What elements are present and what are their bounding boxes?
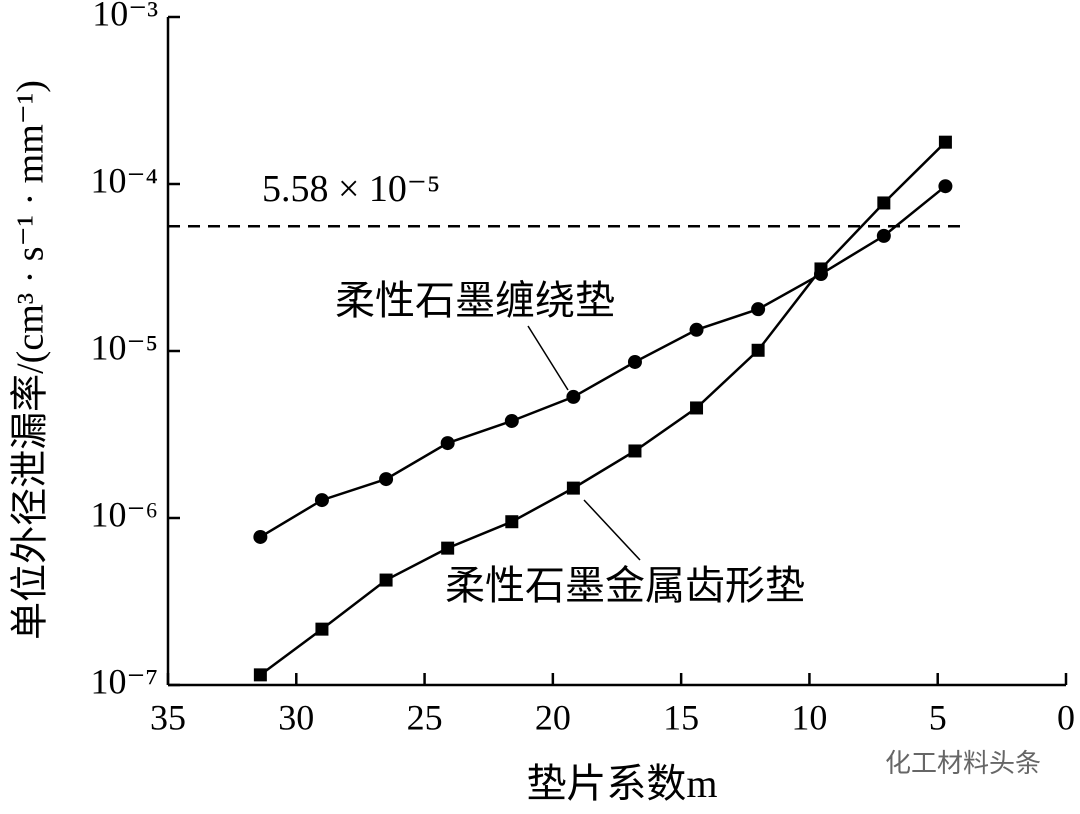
marker [876,228,891,243]
marker [690,401,704,415]
x-tick-label: 0 [1057,697,1075,737]
marker [440,436,455,451]
x-axis-label: 垫片系数m [526,761,717,806]
marker [253,668,267,682]
marker [566,389,581,404]
marker [253,529,268,544]
x-tick-label: 35 [150,697,186,737]
marker [938,179,953,194]
x-tick-label: 5 [929,697,947,737]
series-label: 柔性石墨金属齿形垫 [445,563,805,608]
marker [441,541,455,555]
marker [627,354,642,369]
leader-line [583,499,641,561]
marker [689,322,704,337]
series-line [259,141,947,676]
series-label: 柔性石墨缠绕垫 [335,278,615,323]
y-tick-label: 10⁻⁷ [90,661,158,701]
y-tick-label: 10⁻³ [92,0,158,33]
reference-label: 5.58 × 10⁻⁵ [262,168,440,210]
marker [379,573,393,587]
marker [938,135,952,149]
marker [504,413,519,428]
marker [751,302,766,317]
y-axis-label: 单位外径泄漏率/(cm³ · s⁻¹ · mm⁻¹) [10,80,52,640]
x-tick-label: 15 [663,697,699,737]
leader-line [527,325,569,391]
marker [314,493,329,508]
x-tick-label: 10 [791,697,827,737]
series-line [259,185,947,539]
marker [505,515,519,529]
marker [751,343,765,357]
y-tick-label: 10⁻⁵ [90,327,158,367]
x-tick-label: 20 [535,697,571,737]
marker [379,472,394,487]
marker [814,262,828,276]
marker [315,622,329,636]
watermark: 化工材料头条 [885,749,1041,778]
y-tick-label: 10⁻⁶ [90,494,158,534]
y-tick-label: 10⁻⁴ [90,160,158,200]
marker [566,481,580,495]
marker [628,444,642,458]
x-tick-label: 30 [278,697,314,737]
marker [877,196,891,210]
x-tick-label: 25 [407,697,443,737]
